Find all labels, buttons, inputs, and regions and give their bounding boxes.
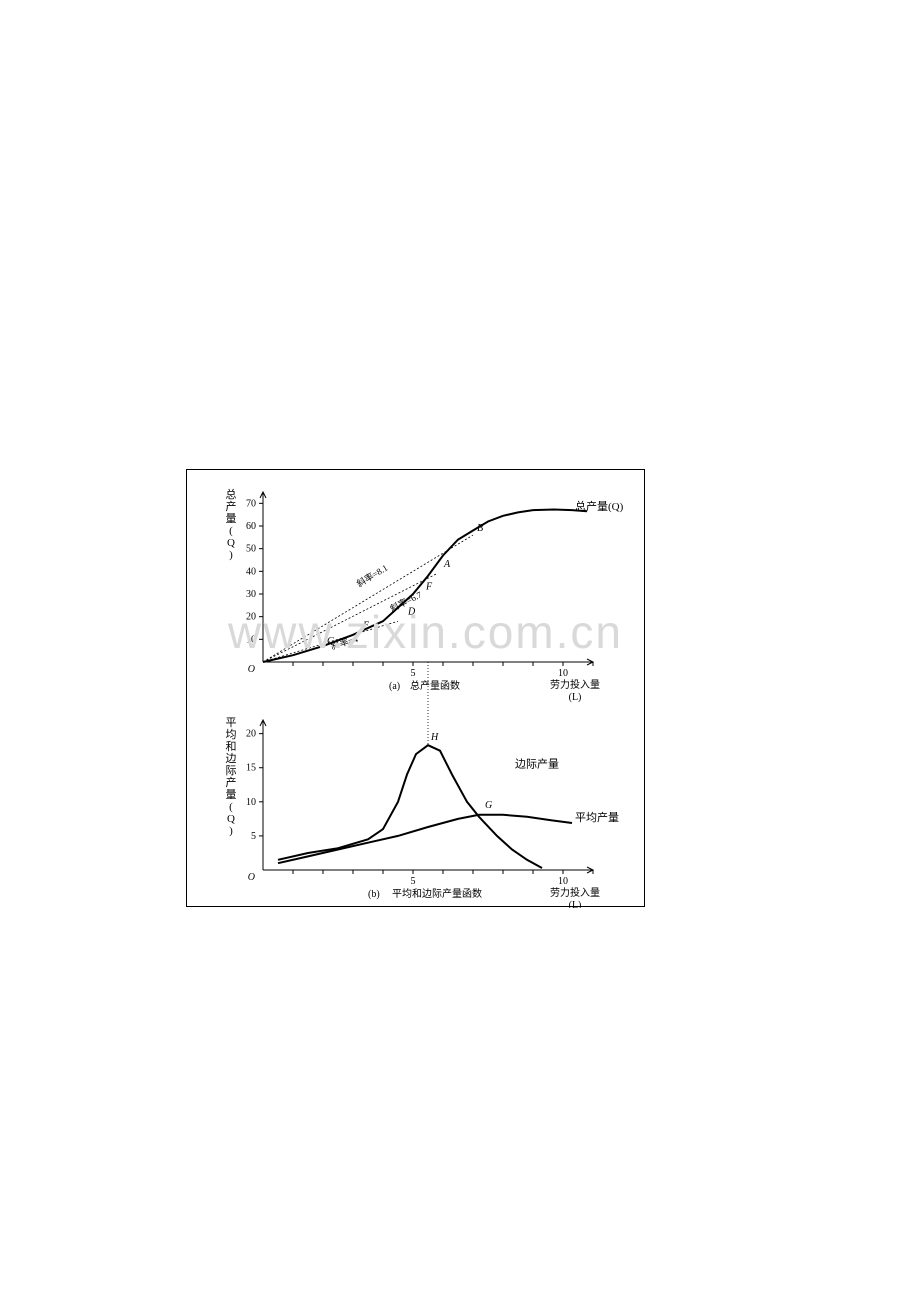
y-axis-title-char: 总 bbox=[226, 487, 237, 501]
x-axis-title: 劳力投入量 bbox=[550, 678, 600, 691]
y-axis-title-char: Q bbox=[227, 813, 235, 825]
slope-label: 斜率=6.7 bbox=[388, 588, 424, 614]
x-axis-subtitle: (L) bbox=[569, 900, 582, 908]
point-label: B bbox=[477, 523, 483, 534]
slope-label: 斜率=8.1 bbox=[354, 562, 389, 589]
y-axis-title-char: Q bbox=[227, 537, 235, 549]
y-tick-label: 40 bbox=[246, 566, 256, 577]
y-tick-label: 30 bbox=[246, 589, 256, 600]
y-axis-title-char: ( bbox=[229, 525, 233, 537]
y-tick-label: 50 bbox=[246, 544, 256, 555]
point-label: D bbox=[407, 607, 416, 618]
point-label: E bbox=[362, 620, 369, 631]
total-product-curve bbox=[263, 510, 587, 663]
y-axis-title-char: 产 bbox=[226, 775, 237, 789]
y-tick-label: 70 bbox=[246, 498, 256, 509]
panel-b-caption: 平均和边际产量函数 bbox=[392, 887, 482, 900]
y-tick-label: 20 bbox=[246, 729, 256, 740]
point-label: G bbox=[485, 800, 492, 811]
panel-b-caption-prefix: (b) bbox=[368, 889, 380, 900]
point-label: H bbox=[430, 732, 439, 743]
y-tick-label: 10 bbox=[246, 634, 256, 645]
y-tick-label: 15 bbox=[246, 763, 256, 774]
y-axis-title-char: 和 bbox=[226, 740, 237, 753]
y-axis-title-char: 量 bbox=[226, 788, 237, 801]
y-tick-label: 5 bbox=[251, 831, 256, 842]
page: 10203040506070510O总产量(Q)劳力投入量(L)总产量(Q)斜率… bbox=[0, 0, 920, 1302]
origin-label: O bbox=[248, 872, 255, 883]
tp-label: 总产量(Q) bbox=[575, 499, 624, 513]
y-tick-label: 20 bbox=[246, 612, 256, 623]
mp-label: 边际产量 bbox=[515, 757, 559, 771]
y-axis-title-char: 边 bbox=[226, 752, 237, 765]
y-axis-title-char: ( bbox=[229, 801, 233, 813]
y-axis-title-char: 均 bbox=[226, 728, 237, 741]
x-axis-title: 劳力投入量 bbox=[550, 886, 600, 899]
slope-ray bbox=[263, 574, 437, 662]
y-axis-title-char: ) bbox=[229, 825, 233, 837]
origin-label: O bbox=[248, 664, 255, 675]
x-tick-label: 10 bbox=[558, 876, 568, 887]
marginal-product-curve bbox=[278, 745, 542, 868]
slope-ray bbox=[263, 535, 473, 662]
y-axis-title-char: 量 bbox=[226, 512, 237, 525]
panel-a-caption: 总产量函数 bbox=[410, 679, 460, 692]
point-label: F bbox=[425, 582, 433, 593]
y-axis-title-char: 际 bbox=[226, 764, 237, 777]
panel-a-caption-prefix: (a) bbox=[389, 681, 400, 692]
x-tick-label: 5 bbox=[411, 668, 416, 679]
x-axis-subtitle: (L) bbox=[569, 692, 582, 703]
average-product-curve bbox=[278, 815, 572, 863]
y-axis-title-char: 平 bbox=[226, 717, 237, 729]
y-axis-title-char: 产 bbox=[226, 499, 237, 513]
x-tick-label: 5 bbox=[411, 876, 416, 887]
y-axis-title-char: ) bbox=[229, 549, 233, 561]
y-tick-label: 10 bbox=[246, 797, 256, 808]
ap-label: 平均产量 bbox=[575, 810, 619, 824]
figure-container: 10203040506070510O总产量(Q)劳力投入量(L)总产量(Q)斜率… bbox=[186, 469, 645, 907]
point-label: C bbox=[327, 636, 334, 647]
point-label: A bbox=[443, 559, 451, 570]
slope-label: 斜率=4 bbox=[329, 633, 359, 652]
chart-svg: 10203040506070510O总产量(Q)劳力投入量(L)总产量(Q)斜率… bbox=[187, 470, 646, 908]
y-tick-label: 60 bbox=[246, 521, 256, 532]
x-tick-label: 10 bbox=[558, 668, 568, 679]
